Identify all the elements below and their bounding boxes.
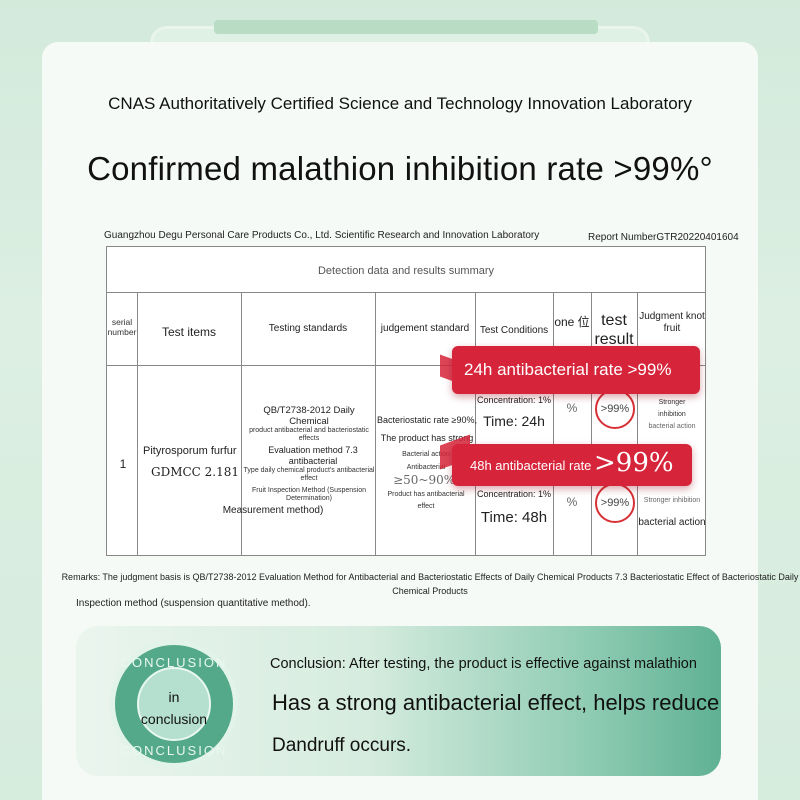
- row-judge-antibacterial: Antibacterial: [406, 464, 446, 471]
- report-table: Detection data and results summary seria…: [106, 246, 706, 556]
- table-divider: [107, 365, 705, 366]
- row-result-2: >99%: [600, 497, 630, 509]
- clip-bar-handle: [214, 20, 598, 34]
- row-unit-2: %: [566, 495, 578, 509]
- row-knot1-a: Stronger: [658, 399, 686, 406]
- table-divider: [375, 292, 376, 555]
- table-divider: [241, 292, 242, 555]
- table-divider: [553, 292, 554, 555]
- header-test-items: Test items: [161, 325, 216, 339]
- header-judgment-knot: Judgment knot fruit: [639, 311, 705, 334]
- row-serial: 1: [119, 457, 127, 471]
- row-judge-strong: The product has strong: [380, 433, 474, 443]
- headline: Confirmed malathion inhibition rate >99%…: [87, 150, 713, 187]
- row-judge-rate: Bacteriostatic rate ≥90%,: [377, 415, 477, 425]
- result-circle-48h: >99%: [595, 483, 635, 523]
- remarks: Remarks: The judgment basis is QB/T2738-…: [61, 572, 799, 597]
- result-circle-24h: >99%: [595, 389, 635, 429]
- conclusion-badge: CONCLUSION in conclusion CONCLUSION: [110, 640, 238, 768]
- row-standard-main: QB/T2738-2012 Daily Chemical: [263, 405, 355, 428]
- banner-24h-text: 24h antibacterial rate >99%: [464, 360, 672, 379]
- header-testing-standards: Testing standards: [268, 323, 348, 334]
- row-judge-has: Product has antibacterial: [387, 491, 465, 498]
- row-standard-tail: Measurement method): [222, 505, 324, 516]
- row-knot1-c: bacterial action: [648, 423, 696, 430]
- badge-inner: [137, 667, 211, 741]
- table-divider: [475, 292, 476, 555]
- header-test-conditions: Test Conditions: [479, 325, 549, 336]
- conclusion-line-1: Conclusion: After testing, the product i…: [270, 656, 697, 672]
- row-cond1-concentration: Concentration: 1%: [476, 395, 552, 405]
- lab-title: CNAS Authoritatively Certified Science a…: [108, 94, 692, 113]
- conclusion-line-3: Dandruff occurs.: [272, 735, 412, 756]
- row-standard-eval: Evaluation method 7.3 antibacterial: [268, 445, 358, 466]
- badge-center-2: conclusion: [140, 711, 208, 727]
- banner-48h-value: >99%: [594, 448, 674, 478]
- table-divider: [637, 292, 638, 555]
- badge-bottom-text: CONCLUSION: [120, 743, 228, 758]
- row-knot2-a: Stronger inhibition: [643, 497, 701, 504]
- row-standard-sub3: Fruit Inspection Method (Suspension Dete…: [251, 487, 366, 503]
- row-judge-effect: effect: [417, 503, 435, 510]
- report-number: Report NumberGTR20220401604: [588, 232, 739, 243]
- table-divider: [137, 292, 138, 555]
- header-test-result: test result: [594, 312, 634, 349]
- banner-48h-label: 48h antibacterial rate: [470, 458, 592, 473]
- table-divider: [107, 292, 705, 293]
- report-company: Guangzhou Degu Personal Care Products Co…: [104, 230, 540, 241]
- row-result-1: >99%: [600, 403, 630, 415]
- summary-title: Detection data and results summary: [317, 265, 495, 277]
- row-judge-range: ≥50~90%,: [393, 473, 459, 487]
- conclusion-line-2: Has a strong antibacterial effect, helps…: [272, 690, 720, 715]
- row-judge-action: Bacterial action: [402, 451, 450, 458]
- row-knot2-b: bacterial action: [638, 517, 706, 528]
- header-judgement-standard: judgement standard: [380, 323, 470, 334]
- row-standard-sub1: product antibacterial and bacteriostatic…: [249, 427, 369, 443]
- banner-48h: 48h antibacterial rate >99%: [452, 444, 692, 486]
- badge-center-1: in: [168, 689, 180, 705]
- badge-top-text: CONCLUSION: [120, 655, 228, 670]
- row-item-name: Pityrosporum furfur: [143, 445, 237, 457]
- header-serial: serial number: [107, 317, 137, 338]
- row-standard-sub2: Type daily chemical product's antibacter…: [243, 467, 375, 483]
- remarks-method: Inspection method (suspension quantitati…: [76, 598, 311, 609]
- row-knot1-b: inhibition: [658, 411, 686, 418]
- row-item-code: GDMCC 2.181: [151, 465, 240, 479]
- row-cond2-time: Time: 48h: [480, 509, 548, 526]
- table-divider: [591, 292, 592, 555]
- banner-24h: 24h antibacterial rate >99%: [452, 346, 700, 394]
- header-unit: one 位: [554, 315, 590, 329]
- row-cond2-concentration: Concentration: 1%: [476, 489, 552, 499]
- row-cond1-time: Time: 24h: [483, 413, 545, 429]
- row-unit-1: %: [566, 401, 578, 415]
